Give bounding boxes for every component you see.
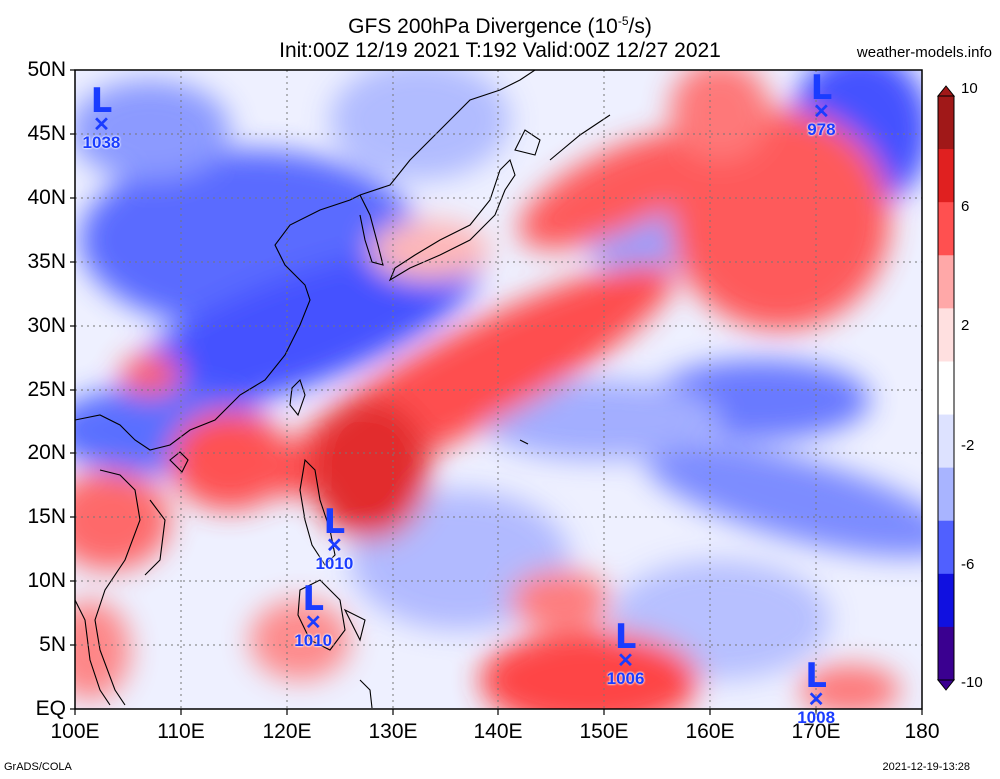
colorbar-segment [938, 414, 954, 469]
colorbar-segment [938, 520, 954, 575]
colorbar-label: 6 [961, 198, 970, 215]
low-center-icon: ✕ [93, 113, 110, 136]
lat-label: EQ [35, 697, 66, 720]
lon-label: 150E [579, 720, 629, 743]
colorbar-frame [937, 95, 955, 681]
map-title: GFS 200hPa Divergence (10-5/s) [348, 14, 652, 38]
low-letter: L [323, 502, 346, 543]
low-pressure-value: 1010 [294, 631, 333, 651]
low-center-icon: ✕ [807, 688, 825, 711]
low-center-icon: ✕ [813, 100, 830, 123]
divergence-field [75, 70, 922, 709]
low-pressure-value: 1038 [82, 132, 121, 152]
low-pressure-marker: L ✕ 978 [791, 67, 851, 139]
low-pressure-marker: L ✕ 1038 [71, 80, 131, 152]
colorbar-label: -10 [961, 674, 983, 691]
low-pressure-marker: L ✕ 1010 [304, 502, 364, 574]
lat-label: 20N [27, 441, 66, 464]
colorbar-min-arrow [936, 679, 956, 691]
lon-label: 170E [791, 720, 841, 743]
lon-label: 180 [904, 720, 940, 743]
source-label: weather-models.info [856, 44, 992, 61]
low-pressure-value: 1008 [797, 707, 836, 727]
colorbar-label: -2 [961, 437, 975, 454]
colorbar-max-arrow [936, 85, 956, 97]
low-center-icon: ✕ [617, 650, 634, 673]
colorbar-segment [938, 96, 954, 150]
colorbar-segment [938, 308, 954, 362]
colorbar [936, 85, 956, 691]
low-pressure-value: 1010 [315, 554, 354, 574]
colorbar-segment [938, 573, 954, 628]
footer-timestamp: 2021-12-19-13:28 [882, 761, 970, 773]
low-center-icon: ✕ [304, 612, 322, 635]
low-letter: L [805, 655, 827, 696]
low-letter: L [90, 80, 113, 121]
low-letter: L [302, 579, 325, 620]
lat-label: 30N [27, 314, 66, 337]
lon-label: 140E [473, 720, 523, 743]
colorbar-segment [938, 202, 954, 256]
colorbar-segment [938, 255, 954, 309]
lat-label: 50N [27, 58, 66, 81]
footer-credit: GrADS/COLA [4, 761, 72, 773]
low-pressure-value: 1006 [606, 669, 645, 689]
colorbar-segment [938, 626, 954, 681]
coastlines [75, 70, 611, 709]
map-subtitle: Init:00Z 12/19 2021 T:192 Valid:00Z 12/2… [279, 39, 721, 62]
low-center-icon: ✕ [326, 535, 343, 558]
lat-lon-grid [75, 70, 922, 709]
lat-label: 10N [27, 569, 66, 592]
lat-label: 15N [27, 505, 66, 528]
low-pressure-marker: L ✕ 1010 [283, 579, 343, 651]
lat-label: 25N [27, 378, 66, 401]
low-letter: L [614, 617, 637, 658]
lon-label: 100E [50, 720, 100, 743]
colorbar-label: -6 [961, 556, 975, 573]
colorbar-segment [938, 467, 954, 522]
lon-label: 130E [368, 720, 418, 743]
colorbar-segment [938, 149, 954, 203]
lat-label: 40N [27, 186, 66, 209]
colorbar-segment [938, 361, 954, 416]
low-pressure-marker: L ✕ 1008 [786, 655, 846, 727]
lon-label: 160E [685, 720, 735, 743]
colorbar-label: 10 [961, 80, 978, 97]
lat-label: 45N [27, 122, 66, 145]
lon-label: 120E [262, 720, 312, 743]
low-pressure-marker: L ✕ 1006 [596, 617, 656, 689]
low-letter: L [810, 67, 833, 108]
colorbar-label: 2 [961, 317, 970, 334]
lat-label: 35N [27, 250, 66, 273]
low-pressure-value: 978 [807, 119, 836, 139]
lon-label: 110E [157, 720, 205, 743]
lat-label: 5N [39, 633, 66, 656]
